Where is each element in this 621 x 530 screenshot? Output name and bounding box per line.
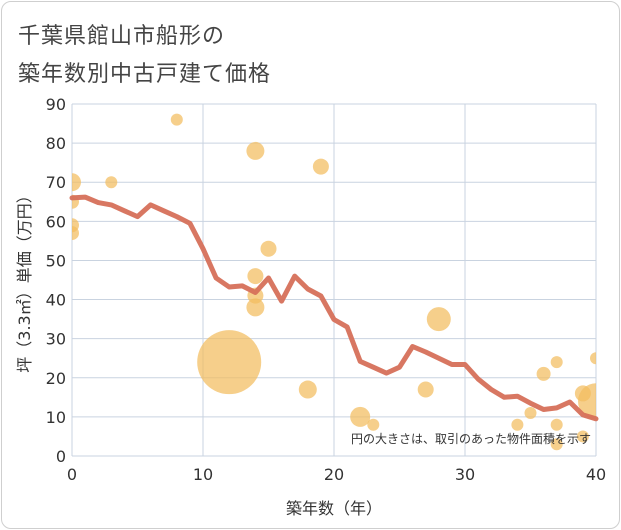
- bubble-point: [246, 298, 265, 317]
- bubble-point: [247, 268, 264, 285]
- bubble-point: [105, 176, 118, 189]
- y-tick-label: 30: [46, 330, 66, 349]
- y-tick-label: 40: [46, 291, 66, 310]
- chart-title-line2: 築年数別中古戸建て価格: [18, 62, 272, 87]
- y-tick-label: 90: [46, 95, 66, 114]
- x-tick-label: 30: [455, 465, 475, 484]
- x-tick-label: 40: [586, 465, 606, 484]
- y-axis-label: 坪（3.3㎡）単価（万円）: [15, 187, 34, 372]
- bubble-point: [550, 438, 563, 451]
- x-tick-label: 20: [324, 465, 344, 484]
- bubble-point: [590, 352, 596, 365]
- y-tick-label: 70: [46, 173, 66, 192]
- bubble-point: [524, 406, 537, 419]
- y-tick-label: 10: [46, 408, 66, 427]
- y-tick-label: 60: [46, 212, 66, 231]
- bubble-point: [367, 418, 380, 431]
- bubble-point: [550, 418, 563, 431]
- tick-labels: 0 10 20 30 40 50 60 70 80 90 0 10 20 30 40: [46, 95, 607, 484]
- trend-line-group: [69, 194, 599, 422]
- bubble-point: [260, 240, 277, 257]
- y-tick-label: 0: [56, 447, 66, 466]
- bubble-point: [197, 330, 262, 395]
- x-tick-label: 10: [193, 465, 213, 484]
- bubble-point: [426, 307, 451, 332]
- x-tick-label: 0: [67, 465, 77, 484]
- x-axis-label: 築年数（年）: [286, 499, 382, 518]
- bubble-series: [72, 113, 596, 451]
- bubble-point: [576, 430, 589, 443]
- trend-line: [69, 194, 599, 422]
- bubble-point: [298, 380, 317, 399]
- bubble-point: [170, 113, 183, 126]
- bubble-point: [578, 383, 596, 420]
- bubble-point: [246, 141, 265, 160]
- bubble-point: [312, 158, 329, 175]
- bubble-point: [536, 366, 551, 381]
- bubble-point: [72, 173, 81, 192]
- bubble-point: [417, 381, 434, 398]
- bubble-point: [72, 226, 79, 241]
- bubble-point: [550, 356, 563, 369]
- size-legend-note: 円の大きさは、取引のあった物件面積を示す: [351, 431, 591, 446]
- y-tick-label: 20: [46, 369, 66, 388]
- bubble-point: [511, 418, 524, 431]
- chart-title-line1: 千葉県館山市船形の: [18, 24, 226, 49]
- bubble-point: [350, 406, 371, 427]
- y-tick-label: 80: [46, 134, 66, 153]
- grid-lines: [71, 103, 597, 457]
- y-tick-label: 50: [46, 251, 66, 270]
